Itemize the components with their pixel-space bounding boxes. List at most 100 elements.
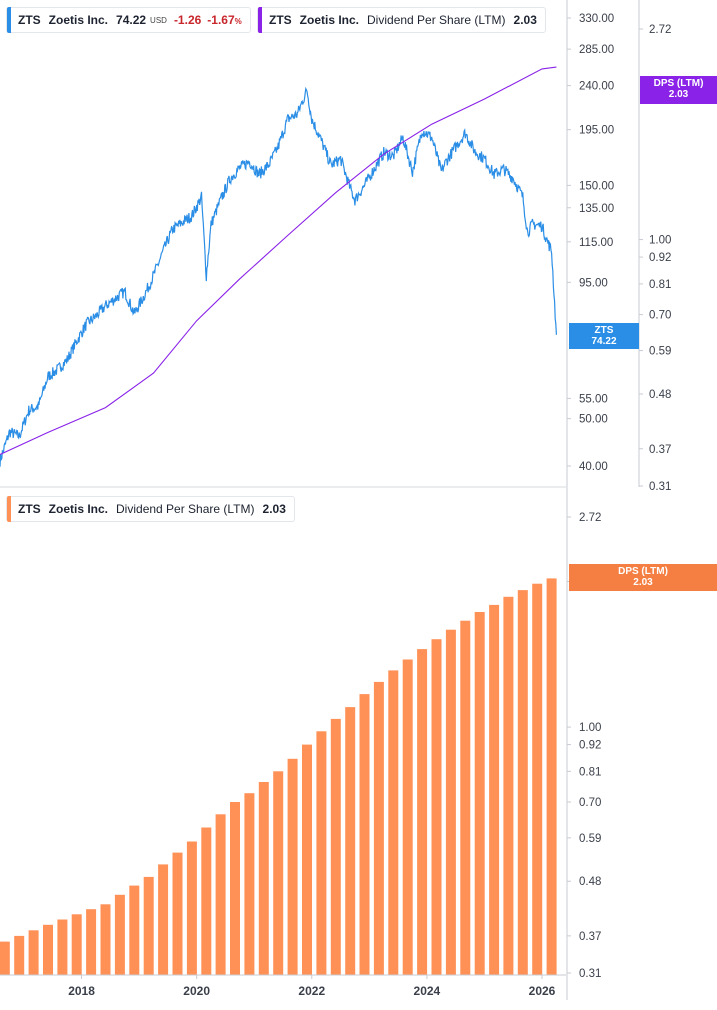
tag-zts-label: ZTS <box>594 325 614 336</box>
x-tick-label: 2024 <box>414 984 441 998</box>
legend-dps-top-value: 2.03 <box>513 13 537 27</box>
x-tick-label: 2026 <box>529 984 556 998</box>
dps-bar <box>273 771 284 975</box>
dps-bar <box>129 885 140 975</box>
x-tick-label: 2022 <box>298 984 325 998</box>
dps-bar <box>57 919 68 975</box>
dps-top-tick-label: 0.31 <box>649 481 671 493</box>
dps-top-tick-label: 0.48 <box>649 389 671 401</box>
dps-top-tick-label: 2.72 <box>649 24 671 36</box>
dps-bar <box>417 649 428 975</box>
dps-bottom-tick-label: 0.31 <box>579 968 601 980</box>
price-series-line <box>0 86 557 467</box>
price-swatch <box>7 7 11 33</box>
dps-bar <box>244 793 255 975</box>
dps-top-swatch <box>258 7 262 33</box>
dps-top-tick-label: 0.92 <box>649 252 671 264</box>
dps-bar <box>330 718 341 975</box>
dps-bar <box>431 639 442 975</box>
legend-price-change-pct-unit: % <box>234 17 242 26</box>
legend-price-currency: USD <box>150 15 167 25</box>
dps-bottom-tick-label: 1.00 <box>579 722 601 734</box>
dps-bar <box>316 731 327 975</box>
dps-bar <box>186 841 197 975</box>
dps-bar <box>172 852 183 975</box>
dps-top-tick-label: 0.37 <box>649 444 671 456</box>
dps-bottom-tick-label: 2.72 <box>579 512 601 524</box>
tag-dps-top-value: 2.03 <box>668 89 689 100</box>
legend-dps-bottom-metric: Dividend Per Share (LTM) <box>116 502 255 516</box>
price-tick-label: 115.00 <box>579 237 613 249</box>
dps-bar <box>517 590 528 975</box>
dps-bottom-tick-label: 0.37 <box>579 931 601 943</box>
tag-zts-value: 74.22 <box>591 336 617 347</box>
price-tick-label: 195.00 <box>579 125 614 137</box>
price-tick-label: 150.00 <box>579 180 614 192</box>
price-tick-label: 330.00 <box>579 13 614 25</box>
price-tick-label: 285.00 <box>579 44 614 56</box>
dps-bottom-swatch <box>7 496 11 522</box>
tag-dps-top: DPS (LTM) 2.03 <box>640 76 717 104</box>
dps-bar <box>201 827 212 975</box>
legend-dps-top-company: Zoetis Inc. <box>299 13 360 27</box>
price-tick-label: 55.00 <box>579 393 608 405</box>
x-tick-label: 2018 <box>68 984 95 998</box>
dps-bar <box>43 924 53 975</box>
dps-bar <box>359 694 370 975</box>
tag-dps-top-label: DPS (LTM) <box>653 78 704 89</box>
dps-bar <box>287 758 298 975</box>
x-tick-label: 2020 <box>183 984 210 998</box>
dps-bottom-tick-label: 0.59 <box>579 833 601 845</box>
price-tick-label: 240.00 <box>579 81 614 93</box>
dps-bar <box>14 935 25 975</box>
legend-dps-bottom-value: 2.03 <box>262 502 286 516</box>
dps-bar <box>114 894 125 975</box>
legend-dps-top-metric: Dividend Per Share (LTM) <box>367 13 506 27</box>
legend-price-change-pct: -1.67% <box>207 13 241 27</box>
dps-bar <box>71 914 82 975</box>
price-tick-label: 50.00 <box>579 414 608 426</box>
dps-top-tick-label: 0.70 <box>649 310 671 322</box>
legend-dps-top[interactable]: ZTS Zoetis Inc. Dividend Per Share (LTM)… <box>257 7 546 33</box>
dps-bottom-tick-label: 0.81 <box>579 766 601 778</box>
dps-bar <box>388 670 399 975</box>
dps-series-line <box>0 66 557 455</box>
dps-bottom-tick-label: 0.70 <box>579 797 601 809</box>
legend-price-ticker: ZTS <box>18 13 41 27</box>
legend-dps-bottom-company: Zoetis Inc. <box>48 502 109 516</box>
dps-bar <box>503 596 514 975</box>
dps-bottom-tick-label: 0.48 <box>579 876 601 888</box>
dps-bar <box>143 876 154 975</box>
legend-dps-bottom-ticker: ZTS <box>18 502 41 516</box>
dps-top-tick-label: 1.00 <box>649 235 671 247</box>
dps-bar <box>532 583 543 975</box>
dps-bar <box>302 744 312 975</box>
dps-bar <box>258 782 269 975</box>
dps-bar <box>460 620 471 975</box>
dps-bar <box>230 802 240 975</box>
dps-bar <box>158 864 169 975</box>
dps-bar <box>373 681 384 975</box>
dps-bar <box>474 612 485 975</box>
dps-bar <box>489 604 500 975</box>
price-tick-label: 135.00 <box>579 203 614 215</box>
legend-price-value: 74.22 <box>116 13 147 27</box>
tag-dps-bottom-label: DPS (LTM) <box>618 566 668 577</box>
tag-dps-bottom: DPS (LTM) 2.03 <box>569 564 717 591</box>
dps-bar <box>215 814 226 975</box>
dps-bar <box>0 941 10 975</box>
dps-top-tick-label: 0.81 <box>649 279 671 291</box>
legend-price[interactable]: ZTS Zoetis Inc. 74.22 USD -1.26 -1.67% <box>6 7 251 33</box>
legend-price-change-pct-value: -1.67 <box>207 13 235 27</box>
legend-price-company: Zoetis Inc. <box>48 13 109 27</box>
dps-bottom-tick-label: 0.92 <box>579 740 601 752</box>
tag-dps-bottom-value: 2.03 <box>633 577 653 588</box>
dps-bar <box>86 909 97 975</box>
dps-bar <box>546 578 557 975</box>
dps-bar <box>402 659 413 975</box>
dps-bar <box>345 707 356 975</box>
price-tick-label: 40.00 <box>579 461 608 473</box>
legend-dps-bottom[interactable]: ZTS Zoetis Inc. Dividend Per Share (LTM)… <box>6 496 295 522</box>
